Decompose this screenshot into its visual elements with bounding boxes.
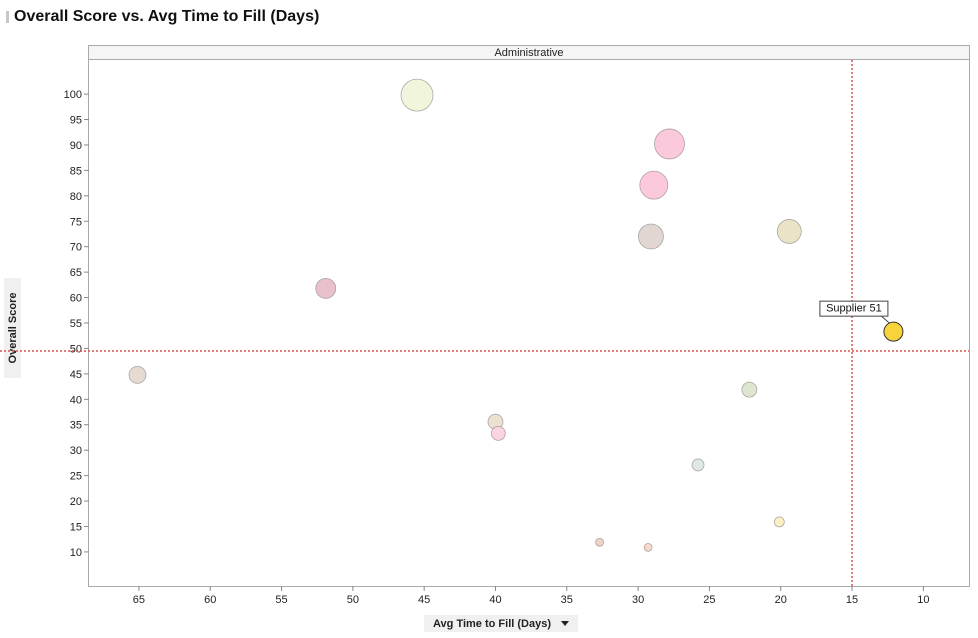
x-tick-label: 65 (133, 594, 145, 606)
x-tick-label: 10 (917, 594, 929, 606)
x-tick-label: 50 (347, 594, 359, 606)
y-tick-label: 15 (70, 521, 82, 533)
y-tick-label: 10 (70, 547, 82, 559)
x-tick-label: 30 (632, 594, 644, 606)
y-tick-label: 25 (70, 471, 82, 483)
data-point[interactable] (773, 516, 785, 528)
y-tick-label: 85 (70, 165, 82, 177)
y-tick-label: 75 (70, 216, 82, 228)
x-axis-label-control[interactable]: Avg Time to Fill (Days) (424, 615, 578, 632)
y-tick-label: 50 (70, 343, 82, 355)
chart-header: Overall Score vs. Avg Time to Fill (Days… (6, 8, 319, 26)
y-tick-label: 45 (70, 369, 82, 381)
y-tick-label: 80 (70, 191, 82, 203)
data-point[interactable] (490, 425, 506, 441)
reference-lines (0, 60, 969, 586)
x-tick-label: 25 (703, 594, 715, 606)
data-point[interactable] (654, 128, 685, 160)
data-point[interactable] (128, 365, 147, 384)
x-axis-ticks: 65 60 55 50 45 40 35 30 25 20 15 10 (133, 586, 929, 606)
y-tick-label: 20 (70, 496, 82, 508)
title-marker (6, 11, 9, 23)
y-tick-label: 100 (64, 89, 82, 101)
y-tick-label: 35 (70, 420, 82, 432)
data-point[interactable] (643, 542, 653, 552)
x-axis-label: Avg Time to Fill (Days) (433, 617, 551, 630)
data-point[interactable] (639, 170, 669, 200)
data-point[interactable] (638, 223, 664, 250)
y-tick-label: 40 (70, 394, 82, 406)
x-tick-label: 20 (775, 594, 787, 606)
point-tooltip: Supplier 51 (819, 300, 890, 324)
data-point[interactable] (595, 537, 604, 547)
chart-title: Overall Score vs. Avg Time to Fill (Days… (14, 8, 320, 25)
y-tick-label: 30 (70, 445, 82, 457)
panel-title: Administrative (494, 47, 563, 59)
y-axis-ticks: 10 15 20 25 30 35 40 45 50 55 60 65 70 75 80 85 90 95 100 (64, 89, 89, 559)
data-point[interactable] (400, 78, 434, 112)
data-points (128, 78, 904, 552)
data-point[interactable] (315, 278, 337, 299)
tooltip-label: Supplier 51 (826, 303, 882, 315)
x-tick-label: 45 (418, 594, 430, 606)
x-tick-label: 60 (204, 594, 216, 606)
x-tick-label: 35 (561, 594, 573, 606)
y-tick-label: 60 (70, 293, 82, 305)
data-point-highlighted[interactable] (883, 321, 904, 342)
dropdown-icon[interactable] (560, 621, 569, 626)
data-point[interactable] (741, 381, 758, 398)
y-tick-label: 90 (70, 140, 82, 152)
y-tick-label: 55 (70, 318, 82, 330)
plot-area (88, 59, 970, 587)
y-tick-label: 65 (70, 267, 82, 279)
tooltip-box (819, 300, 889, 317)
x-tick-label: 15 (846, 594, 858, 606)
y-tick-label: 95 (70, 115, 82, 127)
data-point[interactable] (691, 458, 705, 472)
x-tick-label: 40 (489, 594, 501, 606)
tooltip-pointer (881, 315, 890, 324)
y-axis-label-box[interactable] (4, 278, 21, 378)
x-tick-label: 55 (275, 594, 287, 606)
data-point[interactable] (776, 219, 802, 244)
y-tick-label: 70 (70, 242, 82, 254)
